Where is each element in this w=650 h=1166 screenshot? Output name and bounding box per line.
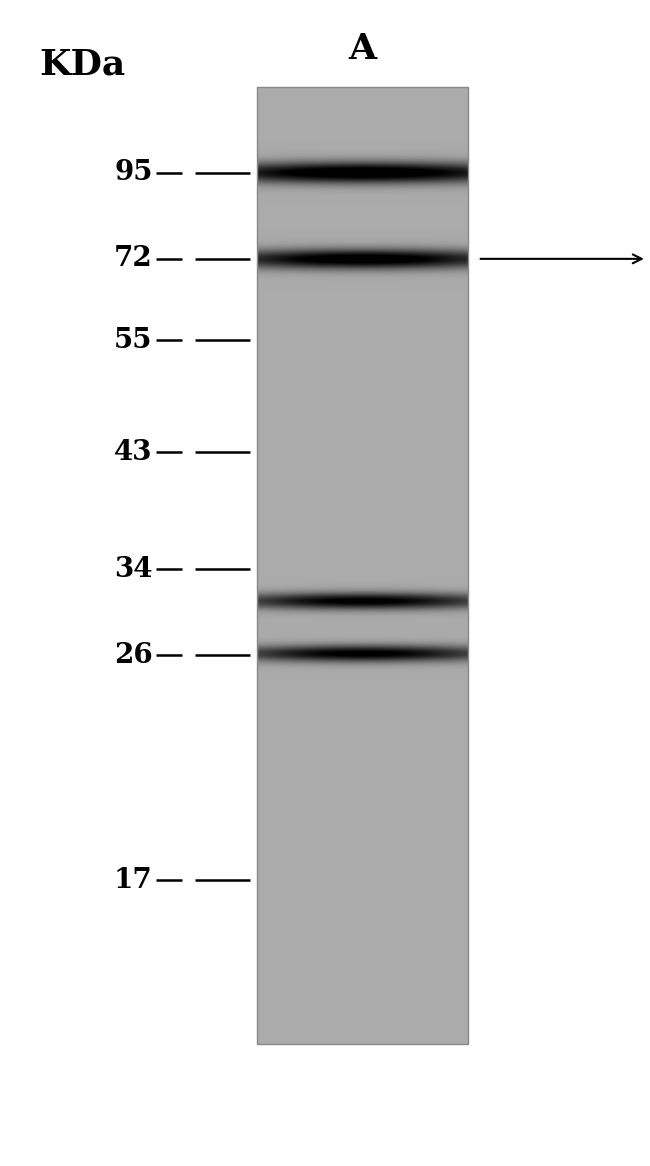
Text: 34: 34: [114, 555, 153, 583]
Text: 43: 43: [114, 438, 153, 466]
Text: 26: 26: [114, 641, 153, 669]
Text: 95: 95: [114, 159, 153, 187]
Text: 72: 72: [114, 245, 153, 273]
Bar: [257, 87, 468, 1044]
Text: 17: 17: [114, 866, 153, 894]
Text: 55: 55: [114, 326, 153, 354]
Text: A: A: [348, 33, 376, 66]
Text: KDa: KDa: [39, 47, 125, 82]
